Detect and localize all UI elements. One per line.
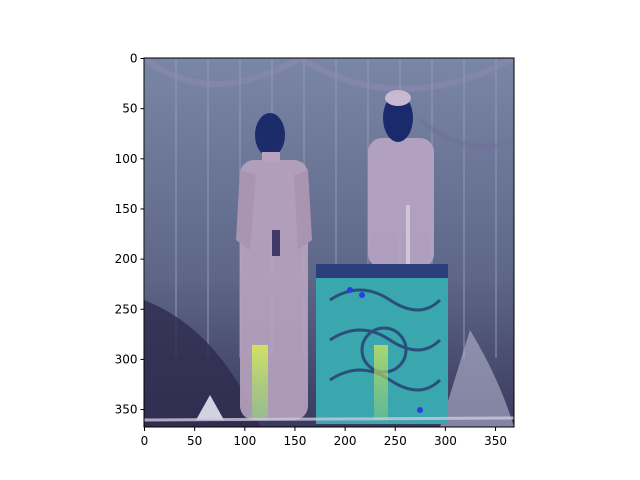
photo-image <box>144 58 514 427</box>
x-tick-label: 300 <box>434 434 457 448</box>
y-tick-label: 300 <box>115 352 138 366</box>
x-tick-label: 50 <box>187 434 202 448</box>
x-tick-label: 100 <box>233 434 256 448</box>
x-tick-label: 350 <box>484 434 507 448</box>
y-tick-label: 150 <box>115 202 138 216</box>
x-tick-label: 0 <box>141 434 149 448</box>
y-tick-label: 350 <box>115 403 138 417</box>
y-tick-label: 50 <box>122 102 137 116</box>
x-tick-label: 250 <box>384 434 407 448</box>
y-tick-label: 0 <box>130 52 138 66</box>
y-axis: 0 50 100 150 200 250 300 350 <box>115 52 145 417</box>
axes-frame <box>143 57 515 428</box>
y-tick-label: 250 <box>115 302 138 316</box>
x-tick-label: 200 <box>334 434 357 448</box>
standing-figure-left <box>236 113 312 420</box>
y-tick-label: 100 <box>115 152 138 166</box>
x-axis: 0 50 100 150 200 250 300 350 <box>141 427 507 448</box>
y-tick-label: 200 <box>115 252 138 266</box>
x-tick-label: 150 <box>283 434 306 448</box>
draped-table <box>316 264 448 424</box>
